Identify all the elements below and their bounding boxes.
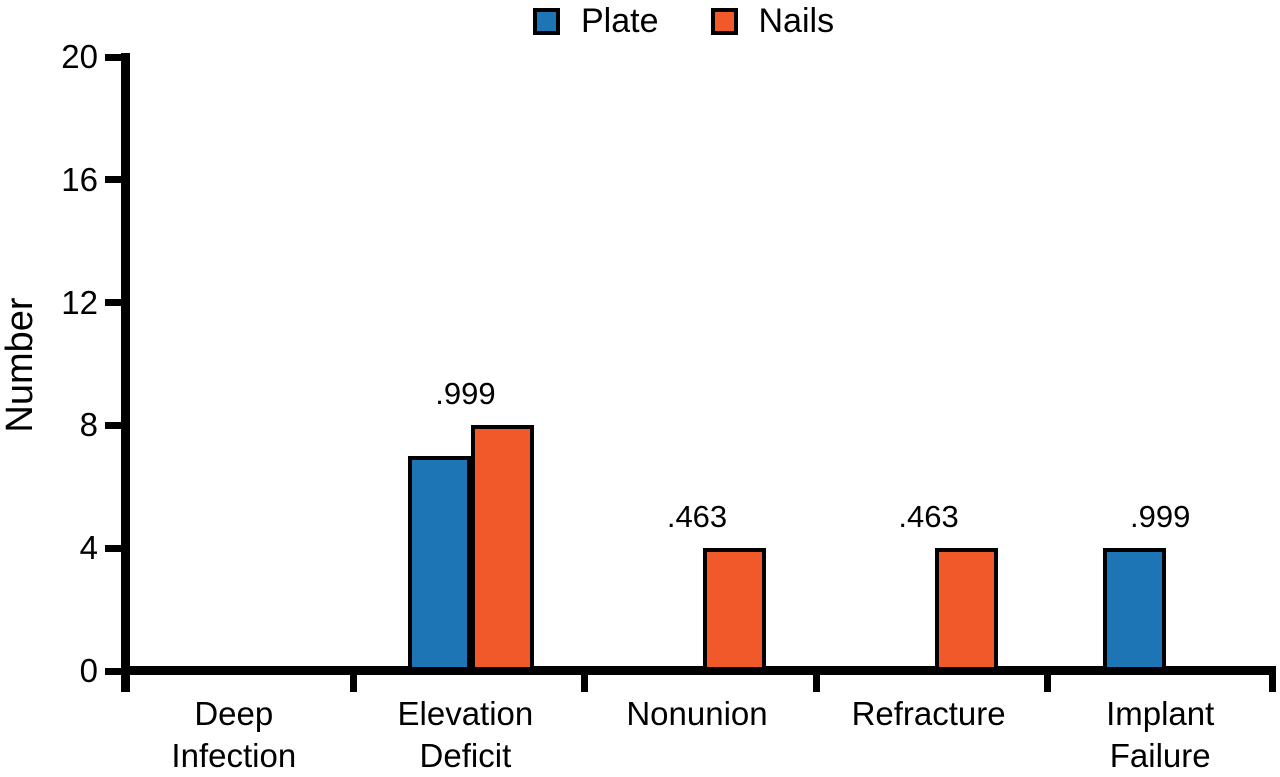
x-tick-mark [1269,675,1276,692]
y-tick-mark [105,299,121,307]
x-axis-line [121,666,1276,675]
x-category-label-line: Nonunion [626,695,768,732]
y-tick-mark [105,421,121,429]
legend-label-nails: Nails [758,2,835,40]
y-tick-label: 8 [79,406,98,444]
y-axis-line [121,53,130,692]
chart-legend: Plate Nails [533,2,834,40]
plate-bar-implant-failure [1103,548,1167,671]
x-category-label-line: Infection [171,737,297,774]
x-category-label-elevation-deficit: Elevation Deficit [350,693,582,777]
x-category-label-nonunion: Nonunion [581,693,813,735]
x-category-label-refracture: Refracture [813,693,1045,735]
x-category-label-line: Failure [1109,737,1211,774]
nails-bar-nonunion [703,548,766,671]
x-tick-mark [581,675,589,692]
nails-legend-swatch-icon [710,7,738,35]
legend-item-plate: Plate [533,2,659,40]
plate-bar-elevation-deficit [408,456,472,671]
x-category-label-line: Refracture [851,695,1006,732]
p-value-annotation: .463 [898,499,959,535]
x-category-label-implant-failure: Implant Failure [1044,693,1276,777]
x-tick-mark [1044,675,1052,692]
x-category-label-line: Elevation [397,695,534,732]
legend-label-plate: Plate [581,2,659,40]
y-tick-mark [105,176,121,184]
y-tick-mark [105,667,121,675]
x-category-label-line: Deep [194,695,274,732]
y-tick-mark [105,53,121,61]
x-category-label-line: Implant [1106,695,1215,732]
p-value-annotation: .999 [435,376,496,412]
y-tick-label: 4 [79,529,98,567]
p-value-annotation: .999 [1130,499,1191,535]
x-tick-mark [812,675,820,692]
legend-item-nails: Nails [710,2,835,40]
plate-legend-swatch-icon [533,7,560,35]
y-tick-label: 20 [61,38,98,75]
y-tick-label: 16 [61,160,98,198]
x-tick-mark [349,675,357,692]
nails-bar-refracture [934,548,998,671]
nails-bar-elevation-deficit [471,425,535,671]
p-value-annotation: .463 [666,499,728,535]
y-tick-mark [105,544,121,552]
x-category-label-line: Deficit [419,737,512,774]
y-axis-title: Number [0,297,41,433]
y-tick-label: 0 [79,652,98,689]
x-category-label-deep-infection: Deep Infection [118,693,350,777]
y-tick-label: 12 [61,283,98,321]
